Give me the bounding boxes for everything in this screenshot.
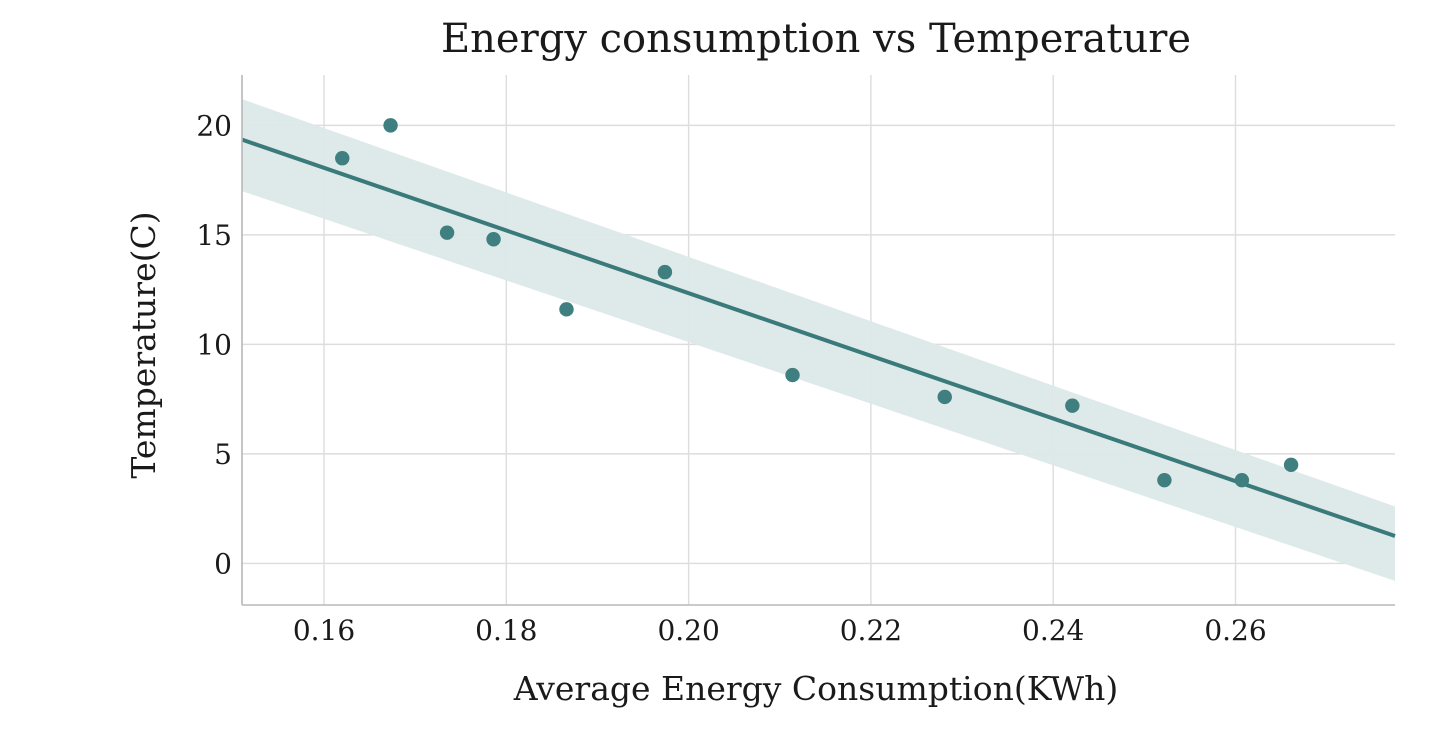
y-tick-labels: 0 5 10 15 20 — [196, 109, 232, 580]
x-tick-label: 0.24 — [1022, 614, 1084, 647]
confidence-band-layer — [242, 99, 1395, 581]
regression-line — [241, 137, 1396, 538]
y-tick-label: 15 — [196, 219, 232, 252]
axes-spines — [241, 75, 1395, 606]
confidence-band — [242, 99, 1395, 581]
x-axis-label: Average Energy Consumption(KWh) — [513, 669, 1118, 708]
data-point — [1065, 398, 1080, 413]
x-tick-label: 0.22 — [840, 614, 902, 647]
regression-line-layer — [241, 137, 1396, 538]
data-point — [486, 232, 501, 247]
x-tick-labels: 0.16 0.18 0.20 0.22 0.24 0.26 — [293, 614, 1267, 647]
data-point — [785, 367, 800, 383]
data-point — [383, 118, 398, 133]
data-point — [657, 264, 673, 280]
data-point — [937, 389, 952, 405]
data-point — [1234, 472, 1250, 488]
data-point — [335, 151, 350, 166]
chart-title: Energy consumption vs Temperature — [441, 16, 1191, 62]
y-tick-label: 20 — [196, 109, 232, 142]
y-tick-label: 10 — [196, 328, 232, 361]
data-points-layer — [335, 118, 1299, 488]
data-point — [1157, 472, 1172, 488]
x-tick-label: 0.16 — [293, 614, 355, 647]
x-tick-label: 0.18 — [475, 614, 537, 647]
x-tick-label: 0.20 — [657, 614, 719, 647]
data-point — [1283, 457, 1299, 473]
y-axis-label: Temperature(C) — [124, 211, 163, 478]
y-tick-label: 5 — [214, 438, 232, 471]
data-point — [559, 302, 574, 317]
data-point — [439, 225, 455, 240]
x-tick-label: 0.26 — [1204, 614, 1266, 647]
y-tick-label: 0 — [214, 547, 232, 580]
